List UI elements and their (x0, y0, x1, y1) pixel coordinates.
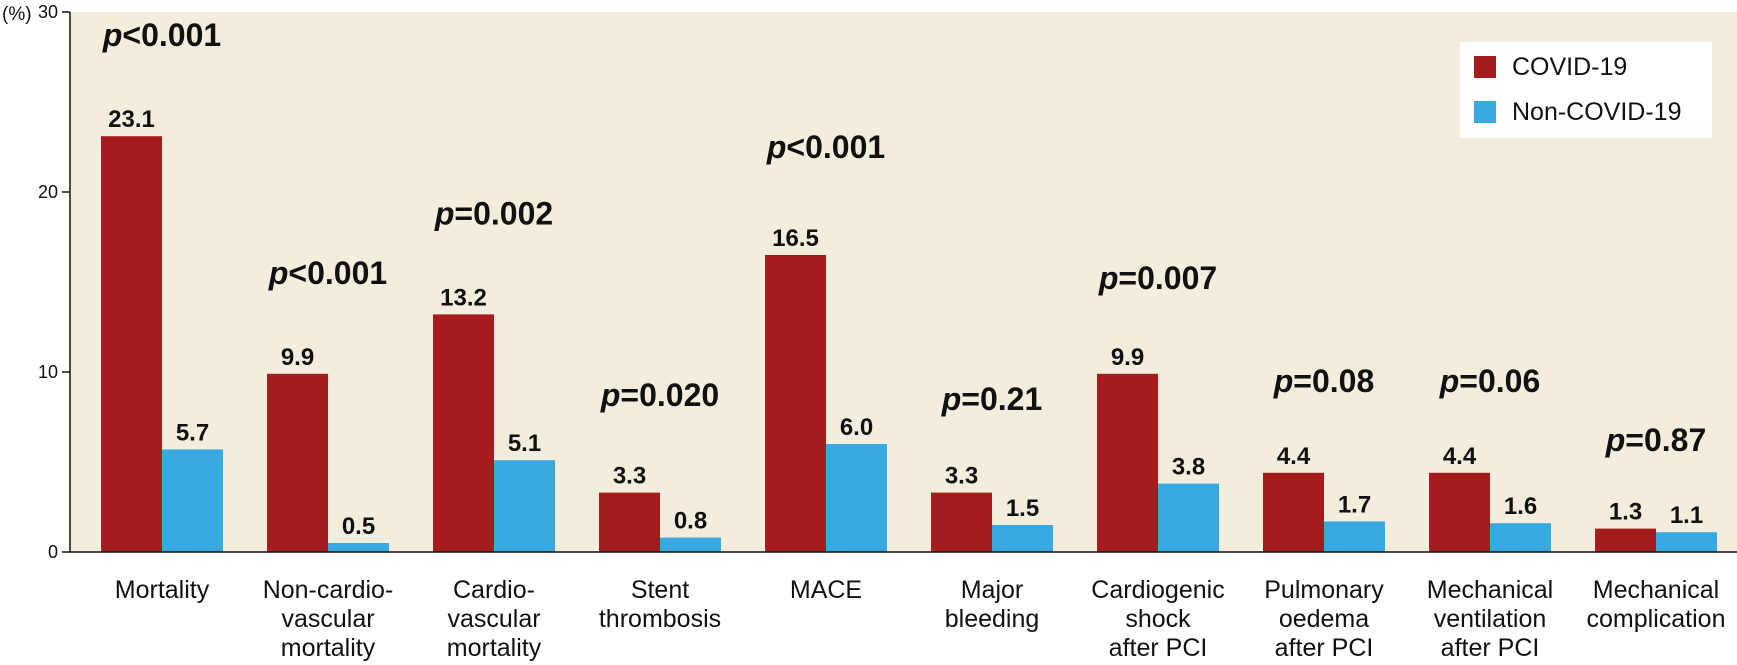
p-value-annotation: p=0.007 (1098, 260, 1217, 296)
bar-non-covid (1158, 483, 1219, 552)
category-label: Mechanical complication (1587, 576, 1726, 633)
legend-swatch-non-covid (1474, 101, 1496, 123)
bar-non-covid (826, 444, 887, 552)
bar-value-label: 1.7 (1338, 491, 1371, 518)
bar-covid (599, 492, 660, 552)
bar-covid (433, 314, 494, 552)
bar-covid (1097, 373, 1158, 552)
bar-value-label: 13.2 (440, 284, 487, 311)
bar-non-covid (660, 537, 721, 552)
p-value-annotation: p<0.001 (102, 17, 221, 53)
y-tick-label: 20 (38, 182, 58, 202)
bar-value-label: 6.0 (840, 414, 873, 441)
bar-value-label: 0.8 (674, 508, 707, 535)
bar-non-covid (992, 525, 1053, 552)
bar-value-label: 3.8 (1172, 454, 1205, 481)
legend: COVID-19 Non-COVID-19 (1460, 42, 1712, 138)
bar-value-label: 1.3 (1609, 499, 1642, 526)
bar-non-covid (1490, 523, 1551, 552)
bar-covid (1263, 472, 1324, 552)
category-label: Non-cardio-vascular mortality (263, 576, 394, 662)
bar-non-covid (1656, 532, 1717, 552)
category-label: Major bleeding (945, 576, 1040, 633)
bar-covid (765, 255, 826, 552)
plot-background (70, 12, 1737, 552)
y-tick-label: 30 (38, 2, 58, 22)
bar-value-label: 3.3 (613, 463, 646, 490)
legend-label-non-covid: Non-COVID-19 (1512, 98, 1682, 126)
category-label: Mechanical ventilation after PCI (1427, 576, 1553, 662)
p-value-annotation: p<0.001 (268, 255, 387, 291)
category-label: Mortality (115, 576, 210, 604)
bar-value-label: 5.7 (176, 419, 209, 446)
bar-value-label: 4.4 (1277, 443, 1311, 470)
p-value-annotation: p=0.21 (941, 381, 1043, 417)
bar-value-label: 4.4 (1443, 443, 1477, 470)
bar-value-label: 1.1 (1670, 502, 1703, 529)
bar-value-label: 1.5 (1006, 495, 1039, 522)
p-value-annotation: p=0.08 (1273, 363, 1375, 399)
bar-covid (1429, 472, 1490, 552)
p-value-annotation: p=0.020 (600, 377, 719, 413)
bar-value-label: 0.5 (342, 513, 375, 540)
category-label: Cardiogenic shock after PCI (1091, 576, 1224, 662)
bar-non-covid (162, 449, 223, 552)
bar-non-covid (1324, 521, 1385, 552)
p-value-annotation: p=0.002 (434, 195, 553, 231)
bar-value-label: 23.1 (108, 106, 155, 133)
bar-value-label: 5.1 (508, 430, 541, 457)
p-value-annotation: p<0.001 (766, 129, 885, 165)
category-label: Cardio-vascular mortality (447, 576, 542, 662)
bar-value-label: 9.9 (1111, 344, 1144, 371)
y-tick-label: 10 (38, 362, 58, 382)
legend-label-covid: COVID-19 (1512, 53, 1627, 81)
y-axis-unit-label: (%) (2, 4, 32, 25)
bar-covid (101, 136, 162, 552)
p-value-annotation: p=0.06 (1439, 363, 1541, 399)
category-label: Stent thrombosis (599, 576, 721, 633)
bar-covid (931, 492, 992, 552)
bar-value-label: 16.5 (772, 225, 819, 252)
bar-non-covid (328, 543, 389, 552)
category-label: MACE (790, 576, 862, 604)
bar-value-label: 3.3 (945, 463, 978, 490)
category-label: Pulmonary oedema after PCI (1264, 576, 1384, 662)
legend-swatch-covid (1474, 56, 1496, 78)
p-value-annotation: p=0.87 (1605, 422, 1707, 458)
bar-value-label: 9.9 (281, 344, 314, 371)
bar-value-label: 1.6 (1504, 493, 1537, 520)
bar-covid (267, 373, 328, 552)
legend-box (1460, 42, 1712, 138)
bar-non-covid (494, 460, 555, 552)
y-tick-label: 0 (48, 542, 58, 562)
bar-covid (1595, 528, 1656, 552)
